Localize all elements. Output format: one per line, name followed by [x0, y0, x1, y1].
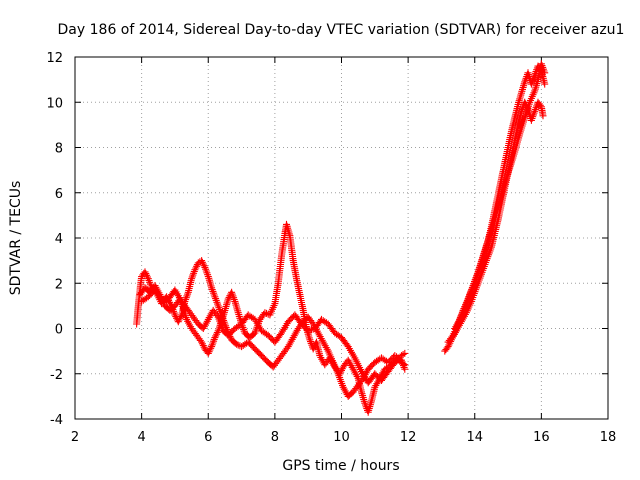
x-tick-label: 18: [600, 430, 617, 445]
chart-title: Day 186 of 2014, Sidereal Day-to-day VTE…: [58, 22, 625, 38]
x-tick-label: 6: [204, 430, 212, 445]
y-tick-label: 6: [55, 187, 63, 202]
y-tick-label: 8: [55, 142, 63, 157]
y-tick-label: -4: [50, 413, 63, 428]
y-tick-label: 0: [55, 323, 63, 338]
y-tick-label: -2: [50, 368, 63, 383]
data-markers: [133, 60, 549, 416]
y-axis-label: SDTVAR / TECUs: [8, 181, 24, 296]
axis-ticks: [74, 56, 609, 420]
y-tick-label: 12: [46, 51, 63, 66]
x-tick-label: 10: [333, 430, 350, 445]
x-tick-label: 2: [71, 430, 79, 445]
y-tick-label: 10: [46, 96, 63, 111]
x-tick-label: 12: [400, 430, 417, 445]
y-tick-label: 4: [55, 232, 63, 247]
x-tick-label: 16: [533, 430, 550, 445]
y-tick-label: 2: [55, 277, 63, 292]
x-tick-label: 8: [271, 430, 279, 445]
x-tick-label: 14: [466, 430, 483, 445]
x-axis-label: GPS time / hours: [282, 458, 399, 474]
tick-labels: 2 4 6 8 10 12 14 16 18 -4 -2 0 2 4 6 8 10 12: [46, 51, 616, 445]
x-tick-label: 4: [137, 430, 145, 445]
series-segment-3: [138, 286, 409, 387]
plus-markers: [451, 60, 549, 332]
plus-markers: [138, 286, 409, 387]
series-segment-6: [451, 60, 549, 332]
